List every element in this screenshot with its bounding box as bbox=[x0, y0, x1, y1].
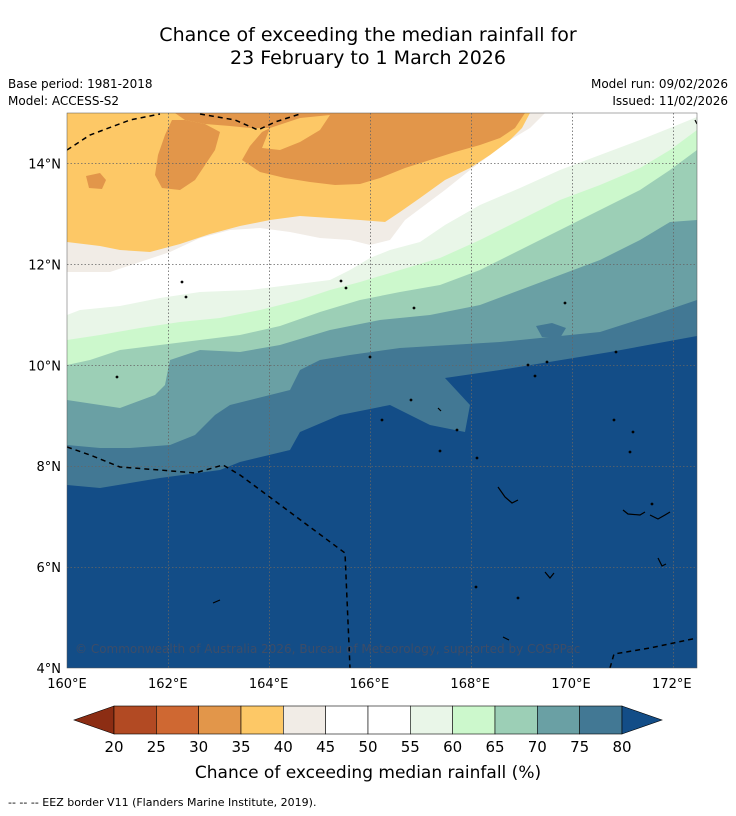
map-title-line-2: 23 February to 1 March 2026 bbox=[229, 47, 506, 69]
colorbar-swatch bbox=[325, 705, 369, 735]
latitude-axis: 4°N 6°N 8°N 10°N 12°N 14°N bbox=[28, 158, 61, 678]
longitude-tick-label: 166°E bbox=[350, 677, 390, 692]
colorbar-tick-label: 80 bbox=[612, 738, 631, 756]
latitude-tick-label: 4°N bbox=[37, 662, 62, 677]
colorbar-tick-label: 55 bbox=[401, 738, 420, 756]
probability-band-30 bbox=[175, 113, 525, 185]
model-name: Model: ACCESS-S2 bbox=[8, 94, 120, 108]
colorbar-swatch bbox=[579, 705, 623, 735]
colorbar-extension-high bbox=[621, 705, 663, 735]
map-border bbox=[66, 112, 698, 669]
copyright-notice: © Commonwealth of Australia 2026, Bureau… bbox=[75, 642, 580, 656]
colorbar-swatch bbox=[283, 705, 326, 735]
colorbar-swatch bbox=[452, 705, 496, 735]
eez-footnote: -- -- -- EEZ border V11 (Flanders Marine… bbox=[8, 796, 317, 809]
colorbar-tick-label: 60 bbox=[443, 738, 462, 756]
probability-band-70 bbox=[623, 254, 697, 285]
colorbar-tick-label: 25 bbox=[147, 738, 166, 756]
latitude-tick-label: 14°N bbox=[28, 158, 61, 173]
colorbar-tick-label: 50 bbox=[358, 738, 377, 756]
colorbar-swatch bbox=[156, 705, 199, 735]
colorbar-extension-low bbox=[73, 705, 115, 735]
longitude-tick-label: 164°E bbox=[249, 677, 289, 692]
probability-band-30 bbox=[86, 173, 106, 189]
longitude-tick-label: 160°E bbox=[47, 677, 87, 692]
latitude-tick-label: 12°N bbox=[28, 258, 61, 273]
probability-band-30 bbox=[155, 120, 220, 190]
colorbar-swatch bbox=[494, 705, 538, 735]
colorbar-swatch bbox=[367, 705, 411, 735]
longitude-axis: 160°E 162°E 164°E 166°E 168°E 170°E 172°E bbox=[47, 677, 691, 692]
colorbar-tick-label: 35 bbox=[231, 738, 250, 756]
latitude-tick-label: 8°N bbox=[37, 460, 62, 475]
colorbar-swatch bbox=[113, 705, 157, 735]
latitude-tick-label: 10°N bbox=[28, 359, 61, 374]
colorbar-tick-label: 75 bbox=[570, 738, 589, 756]
colorbar-tick-label: 40 bbox=[274, 738, 293, 756]
map-frame bbox=[67, 113, 697, 668]
latitude-tick-label: 6°N bbox=[37, 561, 62, 576]
colorbar-swatch bbox=[198, 705, 242, 735]
rainfall-outlook-figure: © Commonwealth of Australia 2026, Bureau… bbox=[28, 112, 698, 783]
eez-border bbox=[67, 113, 697, 668]
colorbar-swatch bbox=[240, 705, 284, 735]
colorbar-tick-label: 20 bbox=[104, 738, 123, 756]
probability-band-75 bbox=[536, 323, 566, 338]
islands bbox=[115, 119, 697, 641]
model-run-date: Model run: 09/02/2026 bbox=[590, 77, 728, 91]
colorbar-tick-label: 45 bbox=[316, 738, 335, 756]
issued-date: Issued: 11/02/2026 bbox=[612, 94, 728, 108]
longitude-tick-label: 170°E bbox=[551, 677, 591, 692]
colorbar-tick-label: 30 bbox=[189, 738, 208, 756]
base-period: Base period: 1981-2018 bbox=[8, 77, 153, 91]
colorbar-title: Chance of exceeding median rainfall (%) bbox=[195, 763, 541, 783]
longitude-tick-label: 172°E bbox=[652, 677, 692, 692]
colorbar-tick-label: 65 bbox=[485, 738, 504, 756]
colorbar-tick-label: 70 bbox=[528, 738, 547, 756]
colorbar-swatch bbox=[537, 705, 580, 735]
longitude-tick-label: 168°E bbox=[450, 677, 490, 692]
probability-band-35 bbox=[262, 115, 330, 150]
colorbar: 20 25 30 35 40 45 50 55 60 65 70 75 80 bbox=[73, 705, 663, 756]
map-title-line-1: Chance of exceeding the median rainfall … bbox=[159, 24, 577, 46]
colorbar-swatch bbox=[410, 705, 453, 735]
graticule bbox=[67, 113, 697, 668]
longitude-tick-label: 162°E bbox=[148, 677, 188, 692]
